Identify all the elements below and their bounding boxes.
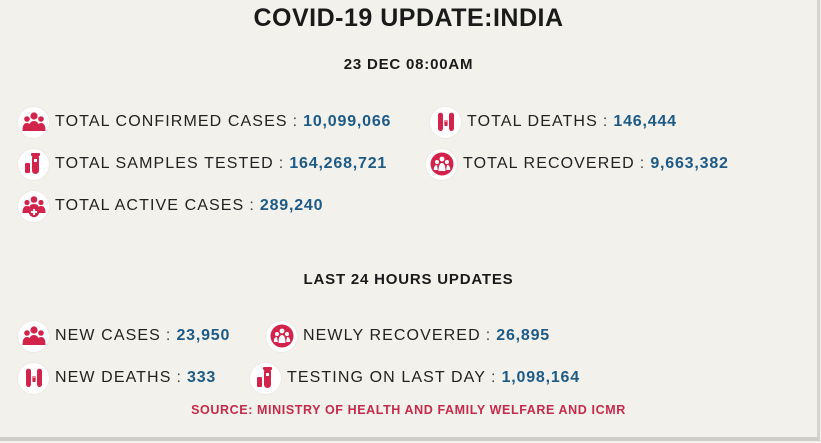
stat-total-recovered: TOTAL RECOVERED : 9,663,382 (426, 148, 729, 180)
people-plus-icon (18, 190, 49, 222)
stat-label: TOTAL RECOVERED (463, 155, 635, 172)
stat-separator: : (602, 113, 609, 130)
last-24-hours-heading: LAST 24 HOURS UPDATES (303, 271, 514, 288)
stat-separator: : (639, 155, 646, 172)
stat-separator: : (165, 327, 172, 344)
stat-value: 9,663,382 (650, 155, 729, 172)
stat-value: 146,444 (613, 113, 677, 130)
stat-label: TOTAL CONFIRMED CASES (55, 113, 288, 130)
page-title: COVID-19 UPDATE:INDIA (253, 4, 564, 32)
recovered-people-icon (426, 148, 457, 180)
stat-new-cases: NEW CASES : 23,950 (18, 320, 230, 352)
stat-label: NEW CASES (55, 327, 161, 344)
stat-separator: : (491, 369, 497, 386)
stat-value: 26,895 (496, 327, 551, 344)
people-group-icon (18, 106, 49, 138)
feet-tag-icon (18, 362, 49, 394)
stat-value: 333 (187, 369, 217, 386)
update-date: 23 DEC 08:00AM (343, 56, 474, 73)
stat-testing-last-day: TESTING ON LAST DAY : 1,098,164 (250, 362, 580, 394)
stat-separator: : (249, 197, 255, 214)
stat-total-active: TOTAL ACTIVE CASES : 289,240 (18, 190, 323, 222)
stat-label: TESTING ON LAST DAY (287, 369, 487, 386)
stat-separator: : (278, 155, 285, 172)
stat-total-samples: TOTAL SAMPLES TESTED : 164,268,721 (18, 148, 387, 180)
stat-value: 164,268,721 (289, 155, 388, 172)
stat-value: 23,950 (176, 327, 231, 344)
stat-label: TOTAL SAMPLES TESTED (55, 155, 274, 172)
people-group-icon (18, 320, 49, 352)
stat-new-deaths: NEW DEATHS : 333 (18, 362, 216, 394)
stat-value: 10,099,066 (303, 113, 392, 130)
stat-newly-recovered: NEWLY RECOVERED : 26,895 (266, 320, 550, 352)
stat-separator: : (176, 369, 183, 386)
stat-label: NEW DEATHS (55, 369, 172, 386)
stat-value: 289,240 (259, 197, 324, 214)
stat-label: TOTAL ACTIVE CASES (55, 197, 245, 214)
stat-total-deaths: TOTAL DEATHS : 146,444 (430, 106, 677, 138)
test-tube-icon (250, 362, 281, 394)
source-note: SOURCE: MINISTRY OF HEALTH AND FAMILY WE… (191, 403, 626, 417)
stat-separator: : (485, 327, 492, 344)
test-tube-icon (18, 148, 49, 180)
recovered-people-icon (266, 320, 297, 352)
stat-separator: : (292, 113, 299, 130)
stat-label: TOTAL DEATHS (467, 113, 598, 130)
stat-total-confirmed: TOTAL CONFIRMED CASES : 10,099,066 (18, 106, 391, 138)
stat-value: 1,098,164 (501, 369, 580, 386)
stat-label: NEWLY RECOVERED (303, 327, 481, 344)
feet-tag-icon (430, 106, 461, 138)
